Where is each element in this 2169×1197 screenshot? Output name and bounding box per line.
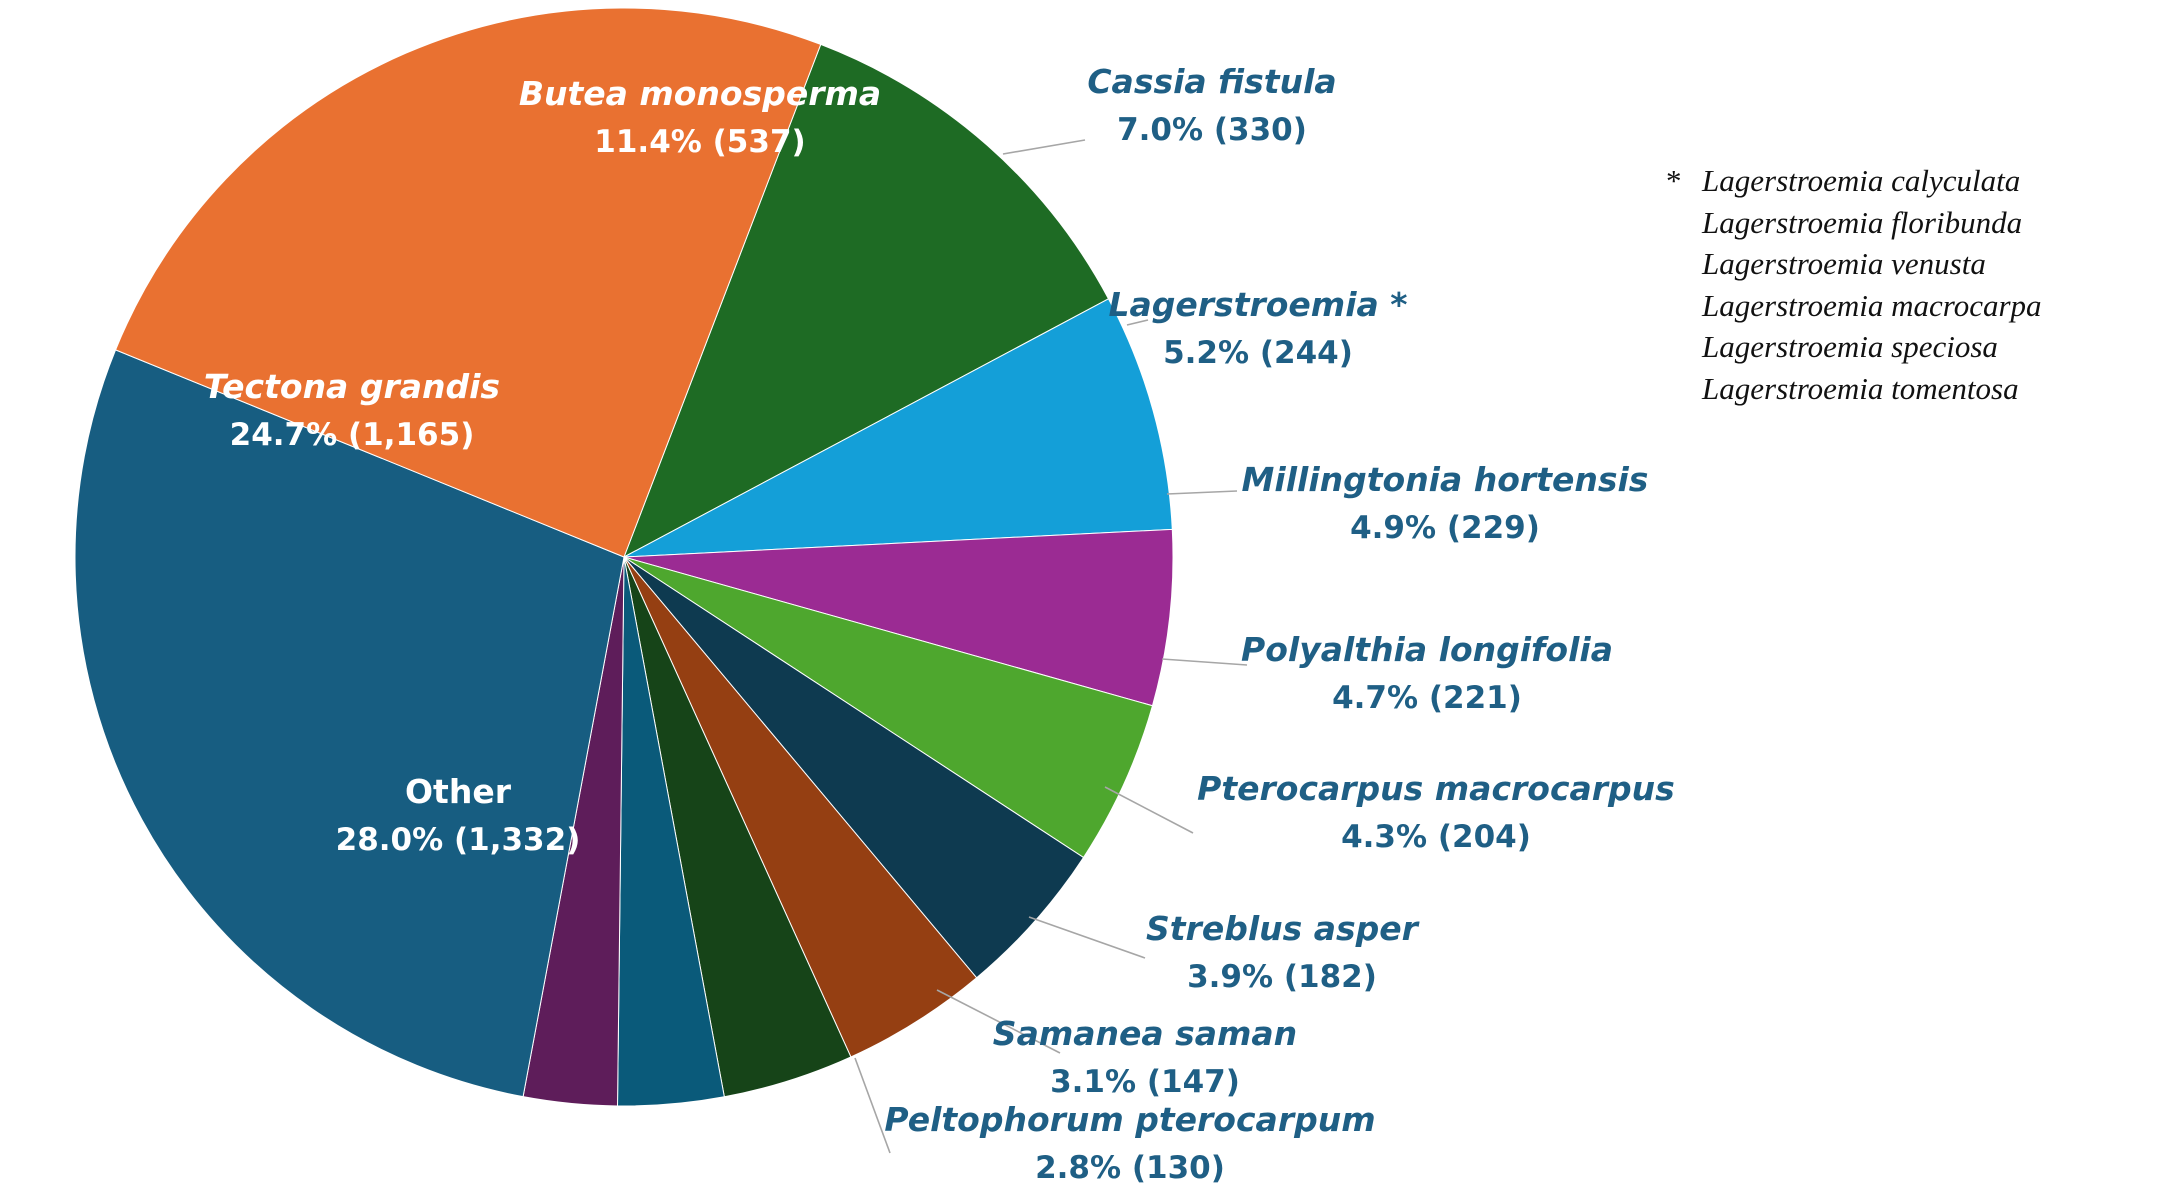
footnote: * Lagerstroemia calyculata Lagerstroemia… bbox=[1666, 160, 2042, 409]
leader-lines bbox=[854, 139, 1248, 1154]
slice-name-label: Tectona grandis bbox=[204, 367, 500, 406]
pie-slice-millingtonia-hortensis bbox=[623, 556, 1154, 859]
pie-slice-cassia-fistula bbox=[623, 298, 1173, 558]
slice-value-label: 11.4% (537) bbox=[594, 124, 805, 160]
pie-slice-other bbox=[74, 349, 625, 1098]
slice-value-label: 4.7% (221) bbox=[1332, 680, 1522, 716]
slice-value-label: 2.8% (130) bbox=[1035, 1150, 1225, 1186]
slice-name-label: Polyalthia longifolia bbox=[1241, 630, 1613, 669]
slice-value-label: 3.9% (182) bbox=[1187, 959, 1377, 995]
leader-line bbox=[1028, 916, 1146, 959]
pie-slice-polyalthia-longifolia bbox=[623, 556, 1085, 979]
slice-value-label: 28.0% (1,332) bbox=[336, 822, 581, 858]
pie-slice-tectona-grandis bbox=[114, 7, 822, 558]
footnote-line: Lagerstroemia calyculata bbox=[1702, 163, 2021, 198]
leader-line bbox=[1161, 658, 1248, 666]
footnote-line: Lagerstroemia tomentosa bbox=[1702, 370, 2019, 406]
slice-name-label: Samanea saman bbox=[993, 1014, 1297, 1053]
slice-value-label: 24.7% (1,165) bbox=[230, 417, 475, 453]
footnote-line: Lagerstroemia macrocarpa bbox=[1702, 287, 2042, 323]
footnote-line: Lagerstroemia floribunda bbox=[1702, 204, 2023, 240]
slice-name-label: Lagerstroemia * bbox=[1108, 285, 1407, 324]
leader-line bbox=[936, 989, 1061, 1054]
slice-name-label: Cassia fistula bbox=[1087, 62, 1336, 101]
slice-value-label: 4.3% (204) bbox=[1341, 819, 1531, 855]
slice-name-label: Butea monosperma bbox=[519, 74, 881, 113]
footnote-line: Lagerstroemia speciosa bbox=[1702, 329, 1998, 364]
slice-labels: Butea monosperma 11.4% (537) Cassia fistul… bbox=[204, 62, 1675, 1186]
slice-value-label: 3.1% (147) bbox=[1050, 1064, 1240, 1100]
slice-name-label: Pterocarpus macrocarpus bbox=[1197, 769, 1675, 808]
slice-name-label: Millingtonia hortensis bbox=[1242, 460, 1649, 499]
pie-slice-butea-monosperma bbox=[623, 43, 1110, 559]
leader-line bbox=[854, 1057, 891, 1154]
leader-line bbox=[1104, 786, 1194, 834]
slice-value-label: 5.2% (244) bbox=[1163, 335, 1353, 371]
footnote-marker: * bbox=[1666, 163, 1682, 198]
slice-value-label: 4.9% (229) bbox=[1350, 510, 1540, 546]
slice-name-label: Peltophorum pterocarpum bbox=[884, 1100, 1375, 1139]
pie-slice-lagerstroemia bbox=[623, 528, 1174, 707]
slice-name-label: Streblus asper bbox=[1146, 909, 1420, 948]
leader-line bbox=[1166, 490, 1238, 495]
leader-line bbox=[1126, 319, 1149, 326]
footnote-line: Lagerstroemia venusta bbox=[1702, 246, 1986, 281]
slice-name-label: Other bbox=[405, 772, 512, 811]
pie-slices bbox=[74, 7, 1174, 1107]
slice-value-label: 7.0% (330) bbox=[1117, 112, 1307, 148]
leader-line bbox=[1002, 139, 1086, 155]
